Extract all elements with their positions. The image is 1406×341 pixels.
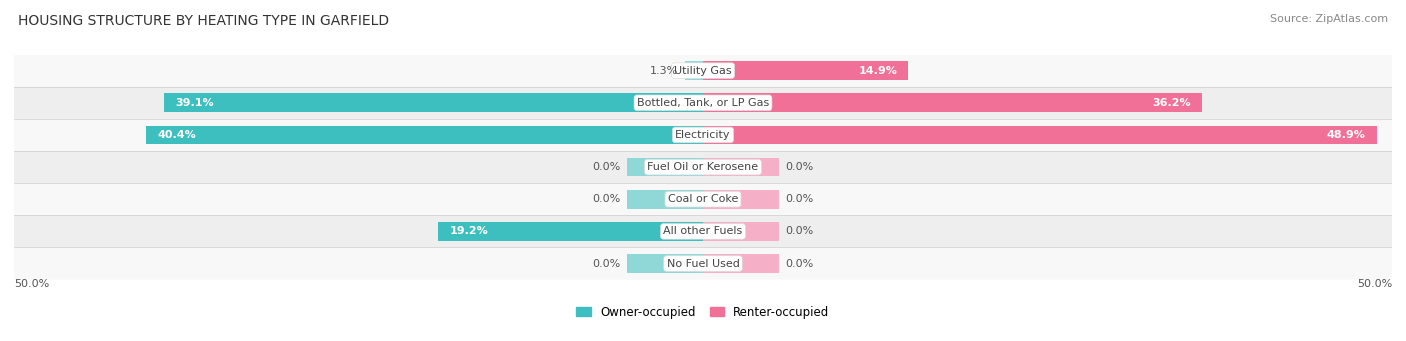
- Text: 36.2%: 36.2%: [1152, 98, 1191, 108]
- Text: 0.0%: 0.0%: [592, 162, 620, 172]
- Text: Source: ZipAtlas.com: Source: ZipAtlas.com: [1270, 14, 1388, 24]
- Text: Utility Gas: Utility Gas: [675, 65, 731, 76]
- Bar: [439, 222, 703, 241]
- Bar: [703, 93, 1202, 112]
- Bar: [703, 125, 1376, 144]
- Text: 39.1%: 39.1%: [176, 98, 214, 108]
- Bar: [703, 158, 779, 176]
- Text: 0.0%: 0.0%: [786, 226, 814, 236]
- Text: 0.0%: 0.0%: [592, 258, 620, 269]
- Text: 50.0%: 50.0%: [14, 279, 49, 290]
- FancyBboxPatch shape: [14, 215, 1392, 248]
- Text: No Fuel Used: No Fuel Used: [666, 258, 740, 269]
- Bar: [627, 190, 703, 209]
- Text: 0.0%: 0.0%: [786, 258, 814, 269]
- FancyBboxPatch shape: [14, 248, 1392, 280]
- Legend: Owner-occupied, Renter-occupied: Owner-occupied, Renter-occupied: [572, 301, 834, 323]
- Bar: [703, 222, 779, 241]
- FancyBboxPatch shape: [14, 183, 1392, 215]
- Text: 0.0%: 0.0%: [786, 162, 814, 172]
- Text: HOUSING STRUCTURE BY HEATING TYPE IN GARFIELD: HOUSING STRUCTURE BY HEATING TYPE IN GAR…: [18, 14, 389, 28]
- Text: 48.9%: 48.9%: [1327, 130, 1365, 140]
- Text: 19.2%: 19.2%: [450, 226, 488, 236]
- Bar: [627, 254, 703, 273]
- Bar: [685, 61, 703, 80]
- Text: Electricity: Electricity: [675, 130, 731, 140]
- Bar: [165, 93, 703, 112]
- FancyBboxPatch shape: [14, 119, 1392, 151]
- Text: 0.0%: 0.0%: [786, 194, 814, 204]
- Text: Coal or Coke: Coal or Coke: [668, 194, 738, 204]
- FancyBboxPatch shape: [14, 87, 1392, 119]
- Text: 14.9%: 14.9%: [859, 65, 897, 76]
- Bar: [146, 125, 703, 144]
- Text: 50.0%: 50.0%: [1357, 279, 1392, 290]
- Bar: [627, 158, 703, 176]
- Text: 1.3%: 1.3%: [650, 65, 678, 76]
- FancyBboxPatch shape: [14, 151, 1392, 183]
- Bar: [703, 254, 779, 273]
- FancyBboxPatch shape: [14, 55, 1392, 87]
- Text: All other Fuels: All other Fuels: [664, 226, 742, 236]
- Bar: [703, 61, 908, 80]
- Bar: [703, 190, 779, 209]
- Text: Fuel Oil or Kerosene: Fuel Oil or Kerosene: [647, 162, 759, 172]
- Text: Bottled, Tank, or LP Gas: Bottled, Tank, or LP Gas: [637, 98, 769, 108]
- Text: 0.0%: 0.0%: [592, 194, 620, 204]
- Text: 40.4%: 40.4%: [157, 130, 195, 140]
